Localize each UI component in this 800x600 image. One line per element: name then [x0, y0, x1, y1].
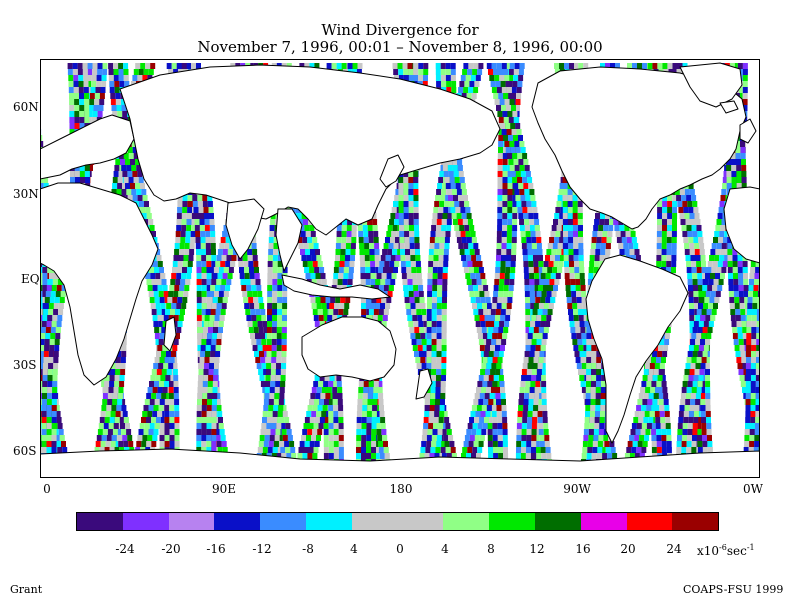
australia-outline	[301, 316, 397, 382]
map-title-line1: Wind Divergence for	[321, 21, 479, 39]
colorbar-swatch-1	[122, 513, 169, 530]
africa-west-outline	[723, 186, 760, 264]
indochina-outline	[275, 208, 303, 272]
lat-label-30n: 30N	[13, 187, 39, 201]
colorbar-swatch-3	[214, 513, 261, 530]
colorbar-label-5: 4	[350, 542, 358, 556]
colorbar-swatch-10	[534, 513, 581, 530]
colorbar-label-1: -20	[161, 542, 181, 556]
madagascar-outline	[163, 316, 177, 352]
colorbar-swatch-0	[77, 513, 123, 530]
antarctica-outline	[40, 448, 760, 478]
colorbar-swatch-2	[168, 513, 215, 530]
colorbar	[76, 512, 720, 531]
colorbar-label-4: -8	[302, 542, 314, 556]
colorbar-label-3: -12	[252, 542, 272, 556]
iceland-outline	[719, 100, 739, 114]
continent-outlines	[40, 62, 760, 478]
lon-label-0w: 0W	[743, 482, 763, 496]
footer-credit: COAPS-FSU 1999	[683, 583, 784, 596]
colorbar-label-9: 12	[529, 542, 545, 556]
south-america-outline	[585, 254, 689, 444]
colorbar-label-8: 8	[487, 542, 495, 556]
colorbar-swatch-13	[672, 513, 719, 530]
colorbar-swatch-9	[489, 513, 535, 530]
colorbar-swatch-12	[626, 513, 673, 530]
units-tail: sec	[726, 544, 747, 558]
colorbar-swatch-4	[260, 513, 306, 530]
colorbar-swatch-6	[351, 513, 398, 530]
uk-outline	[739, 118, 757, 144]
footer-author: Grant	[10, 583, 43, 596]
units-base: x10	[697, 544, 720, 558]
colorbar-label-11: 20	[620, 542, 636, 556]
new-zealand-outline	[415, 368, 433, 400]
lat-label-60n: 60N	[13, 100, 39, 114]
colorbar-label-2: -16	[206, 542, 226, 556]
colorbar-units: x10-6sec-1	[697, 541, 755, 558]
map-frame	[40, 59, 760, 478]
colorbar-swatch-11	[580, 513, 627, 530]
lon-label-180: 180	[389, 482, 413, 496]
colorbar-label-10: 16	[575, 542, 591, 556]
asia-outline	[119, 64, 501, 236]
colorbar-label-7: 4	[441, 542, 449, 556]
africa-outline	[40, 182, 159, 386]
japan-outline	[379, 154, 405, 188]
lat-label-30s: 30S	[13, 358, 37, 372]
indonesia-outline	[281, 274, 391, 300]
greenland-outline	[679, 62, 743, 108]
lon-label-90e: 90E	[211, 482, 237, 496]
lon-label-0: 0	[43, 482, 51, 496]
europe-outline	[40, 114, 135, 180]
colorbar-label-0: -24	[115, 542, 135, 556]
lat-label-60s: 60S	[13, 444, 37, 458]
units-exponent: -6	[719, 543, 727, 552]
india-outline	[225, 198, 265, 260]
lat-label-eq: EQ	[21, 272, 40, 286]
wind-divergence-map	[40, 59, 760, 478]
units-tail-exponent: -1	[746, 543, 755, 552]
colorbar-label-6: 0	[396, 542, 404, 556]
colorbar-swatch-7	[397, 513, 444, 530]
colorbar-swatch-5	[305, 513, 352, 530]
lon-label-90w: 90W	[563, 482, 591, 496]
colorbar-label-12: 24	[666, 542, 682, 556]
colorbar-swatch-8	[443, 513, 490, 530]
map-title-line2: November 7, 1996, 00:01 – November 8, 19…	[197, 38, 603, 56]
